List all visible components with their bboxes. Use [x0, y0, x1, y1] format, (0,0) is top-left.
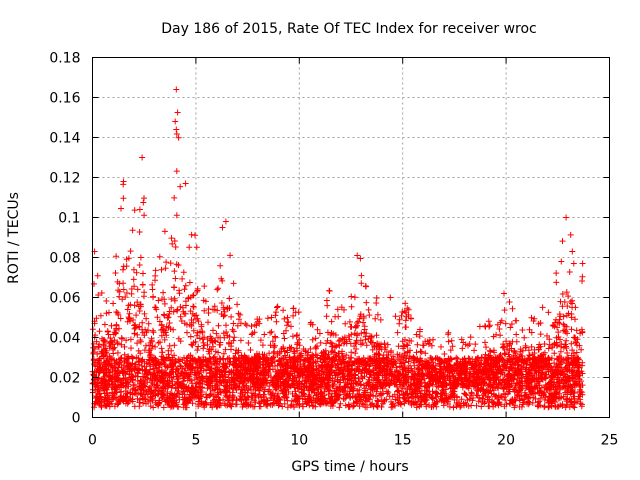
data-points [89, 86, 586, 411]
y-tick-label: 0.1 [58, 211, 80, 227]
x-tick-label: 0 [88, 433, 97, 449]
chart-title: Day 186 of 2015, Rate Of TEC Index for r… [161, 21, 537, 37]
x-axis-label: GPS time / hours [291, 459, 408, 475]
axis-ticks: 0 5 10 15 20 25 0 0.02 0.04 0.06 0.08 0.1 0.12 0.14 0.… [49, 51, 618, 449]
y-tick-label: 0.02 [49, 371, 80, 387]
x-tick-label: 25 [601, 433, 619, 449]
y-tick-label: 0.18 [49, 51, 80, 67]
roti-series-points [89, 86, 586, 411]
y-tick-label: 0.08 [49, 251, 80, 267]
x-tick-label: 5 [191, 433, 200, 449]
y-tick-label: 0.14 [49, 131, 80, 147]
y-tick-label: 0.04 [49, 331, 80, 347]
x-tick-label: 10 [290, 433, 308, 449]
plot-frame [92, 57, 610, 418]
y-tick-label: 0 [72, 411, 81, 427]
y-tick-label: 0.16 [49, 91, 80, 107]
x-tick-label: 20 [497, 433, 515, 449]
y-tick-label: 0.12 [49, 171, 80, 187]
y-axis-label: ROTI / TECUs [6, 192, 22, 284]
x-tick-label: 15 [394, 433, 412, 449]
y-tick-label: 0.06 [49, 291, 80, 307]
